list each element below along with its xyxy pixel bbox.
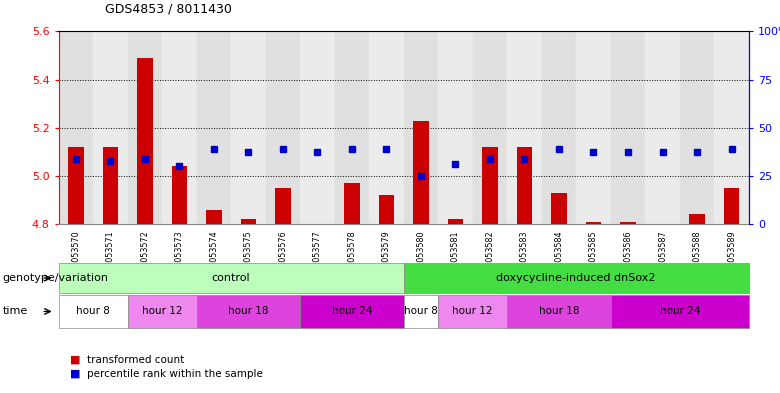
Text: hour 18: hour 18 bbox=[539, 307, 580, 316]
Text: GDS4853 / 8011430: GDS4853 / 8011430 bbox=[105, 3, 232, 16]
Bar bbox=[369, 31, 403, 224]
Text: hour 8: hour 8 bbox=[404, 307, 438, 316]
Bar bbox=[507, 31, 541, 224]
Bar bbox=[275, 188, 291, 224]
Bar bbox=[516, 147, 532, 224]
Bar bbox=[68, 147, 83, 224]
Bar bbox=[448, 219, 463, 224]
Text: control: control bbox=[211, 273, 250, 283]
Text: ■: ■ bbox=[70, 354, 80, 365]
Bar bbox=[300, 31, 335, 224]
Bar bbox=[162, 31, 197, 224]
Bar bbox=[413, 121, 429, 224]
Text: hour 18: hour 18 bbox=[228, 307, 268, 316]
Bar bbox=[438, 31, 473, 224]
Bar bbox=[551, 193, 567, 224]
Bar bbox=[679, 31, 714, 224]
Bar bbox=[645, 31, 679, 224]
Bar bbox=[690, 214, 705, 224]
Bar bbox=[335, 31, 369, 224]
Bar bbox=[541, 31, 576, 224]
Bar bbox=[127, 31, 162, 224]
Bar bbox=[197, 31, 231, 224]
Text: hour 24: hour 24 bbox=[332, 307, 372, 316]
Text: time: time bbox=[2, 307, 27, 316]
Bar bbox=[240, 219, 256, 224]
Bar bbox=[576, 31, 611, 224]
Bar bbox=[102, 147, 118, 224]
Text: ■: ■ bbox=[70, 369, 80, 379]
Text: doxycycline-induced dnSox2: doxycycline-induced dnSox2 bbox=[497, 273, 656, 283]
Bar bbox=[378, 195, 394, 224]
Bar bbox=[473, 31, 507, 224]
Text: hour 12: hour 12 bbox=[452, 307, 493, 316]
Text: hour 24: hour 24 bbox=[660, 307, 700, 316]
Bar bbox=[172, 166, 187, 224]
Bar bbox=[724, 188, 739, 224]
Text: percentile rank within the sample: percentile rank within the sample bbox=[87, 369, 263, 379]
Bar bbox=[265, 31, 300, 224]
Bar bbox=[714, 31, 749, 224]
Text: hour 12: hour 12 bbox=[142, 307, 183, 316]
Bar bbox=[93, 31, 127, 224]
Bar bbox=[403, 31, 438, 224]
Bar bbox=[137, 58, 153, 224]
Bar bbox=[231, 31, 265, 224]
Bar bbox=[586, 222, 601, 224]
Bar bbox=[611, 31, 645, 224]
Bar bbox=[344, 183, 360, 224]
Text: genotype/variation: genotype/variation bbox=[2, 273, 108, 283]
Text: hour 8: hour 8 bbox=[76, 307, 110, 316]
Bar bbox=[58, 31, 93, 224]
Bar bbox=[310, 224, 325, 231]
Bar bbox=[206, 209, 222, 224]
Text: transformed count: transformed count bbox=[87, 354, 185, 365]
Bar bbox=[620, 222, 636, 224]
Bar bbox=[482, 147, 498, 224]
